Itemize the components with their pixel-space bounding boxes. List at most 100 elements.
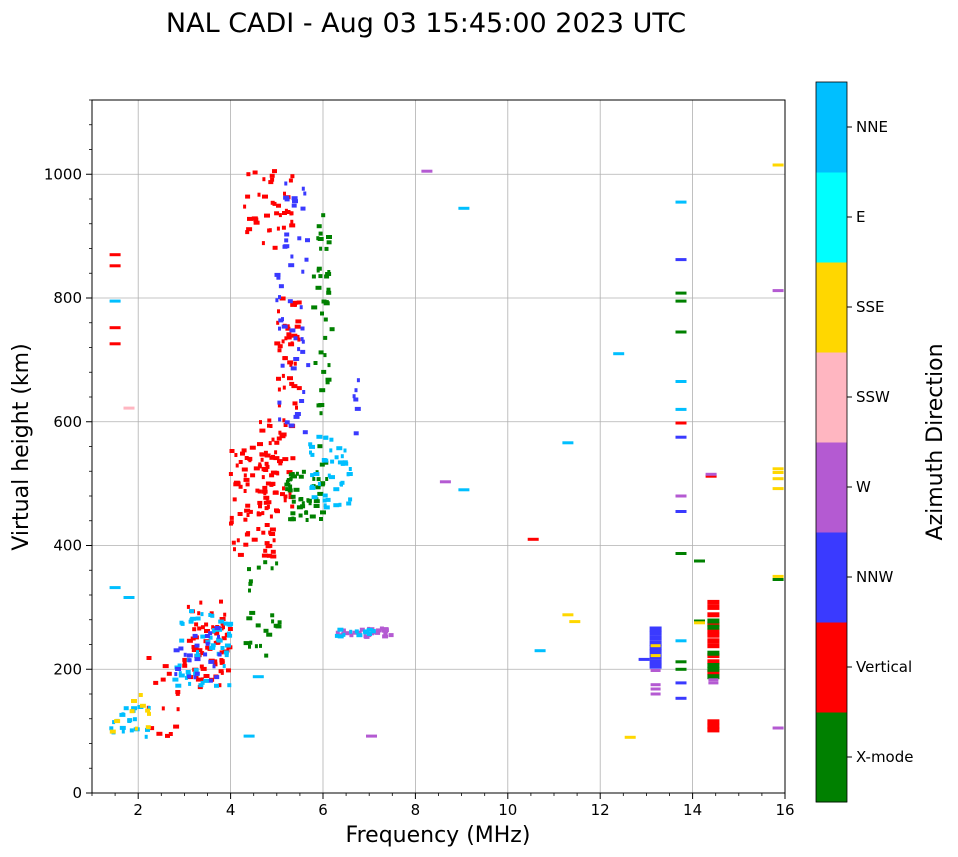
echo-nnw — [305, 238, 310, 243]
echo-vertical — [243, 477, 250, 482]
colorbar-label-ssw: SSW — [856, 388, 890, 406]
echo-vertical — [219, 617, 226, 621]
echo-nnw — [281, 324, 288, 329]
echo-vertical — [168, 732, 173, 736]
echo-vertical — [285, 326, 291, 331]
echo-vertical — [246, 513, 250, 517]
echo-nnw — [217, 652, 222, 657]
echo-nne — [337, 634, 344, 639]
echo-vertical — [281, 373, 285, 378]
echo-nnw — [280, 363, 285, 368]
echo-nnw — [304, 257, 309, 262]
echo-x-mode — [316, 403, 322, 408]
echo-nnw — [302, 390, 306, 394]
echo-vertical — [276, 376, 281, 381]
echo-nnw — [356, 378, 360, 383]
echo-vertical — [198, 648, 203, 653]
echo-vertical — [290, 219, 294, 224]
echo-nnw — [649, 626, 662, 632]
colorbar-swatch-e — [816, 172, 847, 263]
echo-x-mode — [324, 246, 329, 251]
echo-nne — [348, 497, 353, 502]
echo-vertical — [241, 448, 247, 453]
echo-nnw — [284, 232, 290, 237]
echo-nnw — [301, 269, 305, 274]
echo-vertical — [271, 454, 275, 459]
echo-x-mode — [327, 363, 331, 368]
echo-x-mode — [319, 411, 323, 416]
echo-vertical — [707, 719, 720, 725]
echo-vertical — [289, 381, 295, 386]
echo-w — [382, 627, 389, 632]
echo-nnw — [212, 664, 216, 669]
echo-vertical — [238, 484, 243, 489]
echo-nnw — [675, 681, 687, 685]
echo-nne — [223, 621, 228, 626]
echo-nnw — [287, 299, 293, 304]
echo-vertical — [257, 500, 263, 505]
echo-vertical — [294, 302, 297, 307]
echo-nne — [195, 616, 201, 621]
echo-nne — [227, 633, 233, 638]
echo-sse — [145, 725, 151, 730]
echo-vertical — [273, 490, 279, 495]
y-tick-label: 1000 — [44, 165, 82, 183]
echo-nnw — [278, 417, 282, 422]
echo-nnw — [178, 646, 184, 651]
echo-vertical — [264, 541, 270, 546]
echo-vertical — [293, 361, 297, 366]
echo-vertical — [266, 553, 272, 558]
echo-nne — [200, 634, 206, 639]
echo-nne — [208, 635, 213, 640]
echo-nne — [340, 480, 345, 485]
echo-nnw — [284, 181, 288, 186]
echo-vertical — [290, 174, 295, 179]
echo-nne — [334, 455, 339, 460]
echo-x-mode — [317, 491, 324, 496]
echo-nnw — [649, 630, 662, 636]
echo-x-mode — [259, 643, 262, 648]
echo-nne — [131, 706, 138, 711]
echo-x-mode — [316, 266, 322, 271]
echo-vertical — [267, 228, 271, 233]
echo-nne — [366, 627, 373, 632]
echo-x-mode — [320, 311, 324, 316]
echo-vertical — [231, 540, 236, 545]
echo-nne — [220, 646, 225, 650]
echo-vertical — [262, 485, 268, 490]
echo-nnw — [278, 326, 281, 331]
echo-w — [772, 289, 784, 293]
echo-vertical — [261, 475, 265, 480]
echo-w — [382, 628, 385, 633]
echo-vertical — [277, 309, 280, 314]
echo-x-mode — [266, 632, 273, 637]
echo-x-mode — [271, 619, 275, 624]
echo-vertical — [262, 194, 268, 199]
echo-vertical — [251, 537, 258, 542]
echo-nne — [144, 734, 148, 739]
echo-nnw — [284, 420, 290, 425]
echo-vertical — [263, 548, 268, 553]
echo-nnw — [217, 634, 220, 639]
echo-vertical — [261, 530, 266, 535]
data-marks — [109, 163, 784, 739]
x-axis: 2 4 6 8 10 12 14 16 — [91, 793, 795, 819]
echo-x-mode — [270, 566, 274, 571]
echo-x-mode — [248, 588, 251, 593]
echo-vertical — [296, 300, 302, 305]
echo-vertical — [270, 549, 276, 554]
echo-nne — [147, 706, 151, 710]
echo-vertical — [277, 387, 281, 392]
echo-x-mode — [313, 361, 318, 365]
echo-nne — [333, 487, 340, 492]
echo-x-mode — [248, 644, 251, 649]
echo-vertical — [268, 180, 274, 185]
echo-vertical — [250, 473, 256, 478]
echo-nne — [348, 467, 352, 471]
echo-vertical — [276, 320, 280, 325]
echo-vertical — [146, 656, 152, 660]
echo-vertical — [707, 632, 720, 638]
echo-nne — [321, 458, 327, 462]
echo-nne — [562, 441, 574, 445]
echo-x-mode — [319, 388, 326, 393]
